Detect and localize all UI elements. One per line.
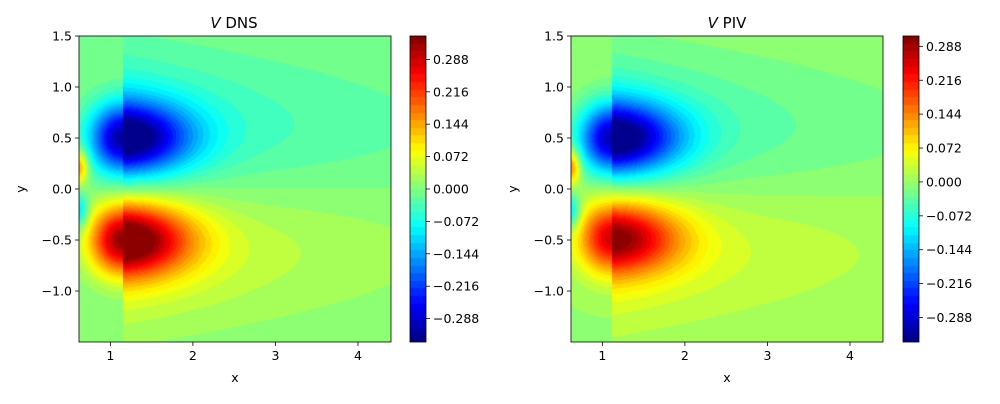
- x-tick-label: 4: [354, 348, 362, 363]
- colorbar-tick-label: −0.216: [926, 276, 972, 291]
- colorbar-tick-label: −0.288: [926, 310, 972, 325]
- y-tick-label: −1.0: [42, 284, 72, 299]
- plot-area: [570, 35, 884, 343]
- y-tick-label: −0.5: [42, 233, 72, 248]
- x-tick-label: 1: [106, 348, 114, 363]
- y-tick-label: −0.5: [534, 233, 564, 248]
- colorbar-tick-label: 0.288: [926, 39, 962, 54]
- chart-title: V DNS: [210, 14, 257, 32]
- x-tick-label: 4: [846, 348, 854, 363]
- x-axis-label: x: [231, 370, 238, 385]
- colorbar-tick-label: 0.288: [433, 52, 469, 67]
- y-tick-label: 0.0: [544, 182, 564, 197]
- colorbar-tick-label: 0.000: [433, 182, 469, 197]
- y-tick-label: 1.5: [544, 29, 564, 44]
- plot-area: [78, 35, 392, 343]
- colorbar-tick-label: 0.216: [926, 73, 962, 88]
- colorbar-frame: [902, 35, 920, 343]
- y-tick-label: 0.5: [52, 131, 72, 146]
- colorbar: 0.288 0.216 0.144 0.072 0.000 −0.072 −0.144 −0.…: [409, 35, 479, 343]
- y-tick-label: 1.0: [52, 80, 72, 95]
- x-tick-label: 3: [763, 348, 771, 363]
- colorbar-tick-label: 0.072: [926, 141, 962, 156]
- y-tick-label: 1.0: [544, 80, 564, 95]
- y-axis-label: y: [505, 185, 520, 193]
- y-tick-label: 0.0: [52, 182, 72, 197]
- y-tick-label: −1.0: [534, 284, 564, 299]
- chart-panel-piv: V PIV 1 2 3 4 1.5 1.0 0.5 0.0 −0.5 −1.0 x y 0.288…: [505, 14, 972, 385]
- colorbar-tick-label: −0.144: [433, 246, 479, 261]
- axes: 1 2 3 4 1.5 1.0 0.5 0.0 −0.5 −1.0: [42, 29, 362, 364]
- x-tick-label: 2: [189, 348, 197, 363]
- y-axis-label: y: [13, 185, 28, 193]
- colorbar-tick-label: −0.072: [926, 208, 972, 223]
- x-tick-label: 1: [598, 348, 606, 363]
- colorbar-tick-label: 0.000: [926, 174, 962, 189]
- colorbar-ticks: 0.288 0.216 0.144 0.072 0.000 −0.072 −0.144 −0.…: [426, 52, 479, 326]
- colorbar-ticks: 0.288 0.216 0.144 0.072 0.000 −0.072 −0.144 −0.…: [919, 39, 972, 325]
- colorbar-gradient: [410, 36, 426, 342]
- y-tick-label: 0.5: [544, 131, 564, 146]
- colorbar-tick-label: −0.216: [433, 279, 479, 294]
- colorbar-tick-label: −0.144: [926, 242, 972, 257]
- x-axis-label: x: [723, 370, 730, 385]
- colorbar-tick-label: 0.216: [433, 84, 469, 99]
- x-tick-label: 3: [271, 348, 279, 363]
- heatmap-canvas: [79, 36, 391, 342]
- colorbar: 0.288 0.216 0.144 0.072 0.000 −0.072 −0.144 −0.…: [902, 35, 972, 343]
- y-tick-label: 1.5: [52, 29, 72, 44]
- chart-panel-dns: V DNS 1 2 3 4 1.5 1.0 0.5 0.0 −0.5 −1.0 x y 0.288…: [13, 14, 479, 385]
- axes: 1 2 3 4 1.5 1.0 0.5 0.0 −0.5 −1.0: [534, 29, 854, 364]
- x-tick-label: 2: [681, 348, 689, 363]
- chart-title: V PIV: [708, 14, 748, 32]
- colorbar-tick-label: −0.072: [433, 214, 479, 229]
- colorbar-tick-label: 0.144: [433, 117, 469, 132]
- colorbar-tick-label: −0.288: [433, 311, 479, 326]
- colorbar-tick-label: 0.144: [926, 107, 962, 122]
- colorbar-tick-label: 0.072: [433, 149, 469, 164]
- colorbar-gradient: [903, 36, 919, 342]
- heatmap-canvas: [571, 36, 883, 342]
